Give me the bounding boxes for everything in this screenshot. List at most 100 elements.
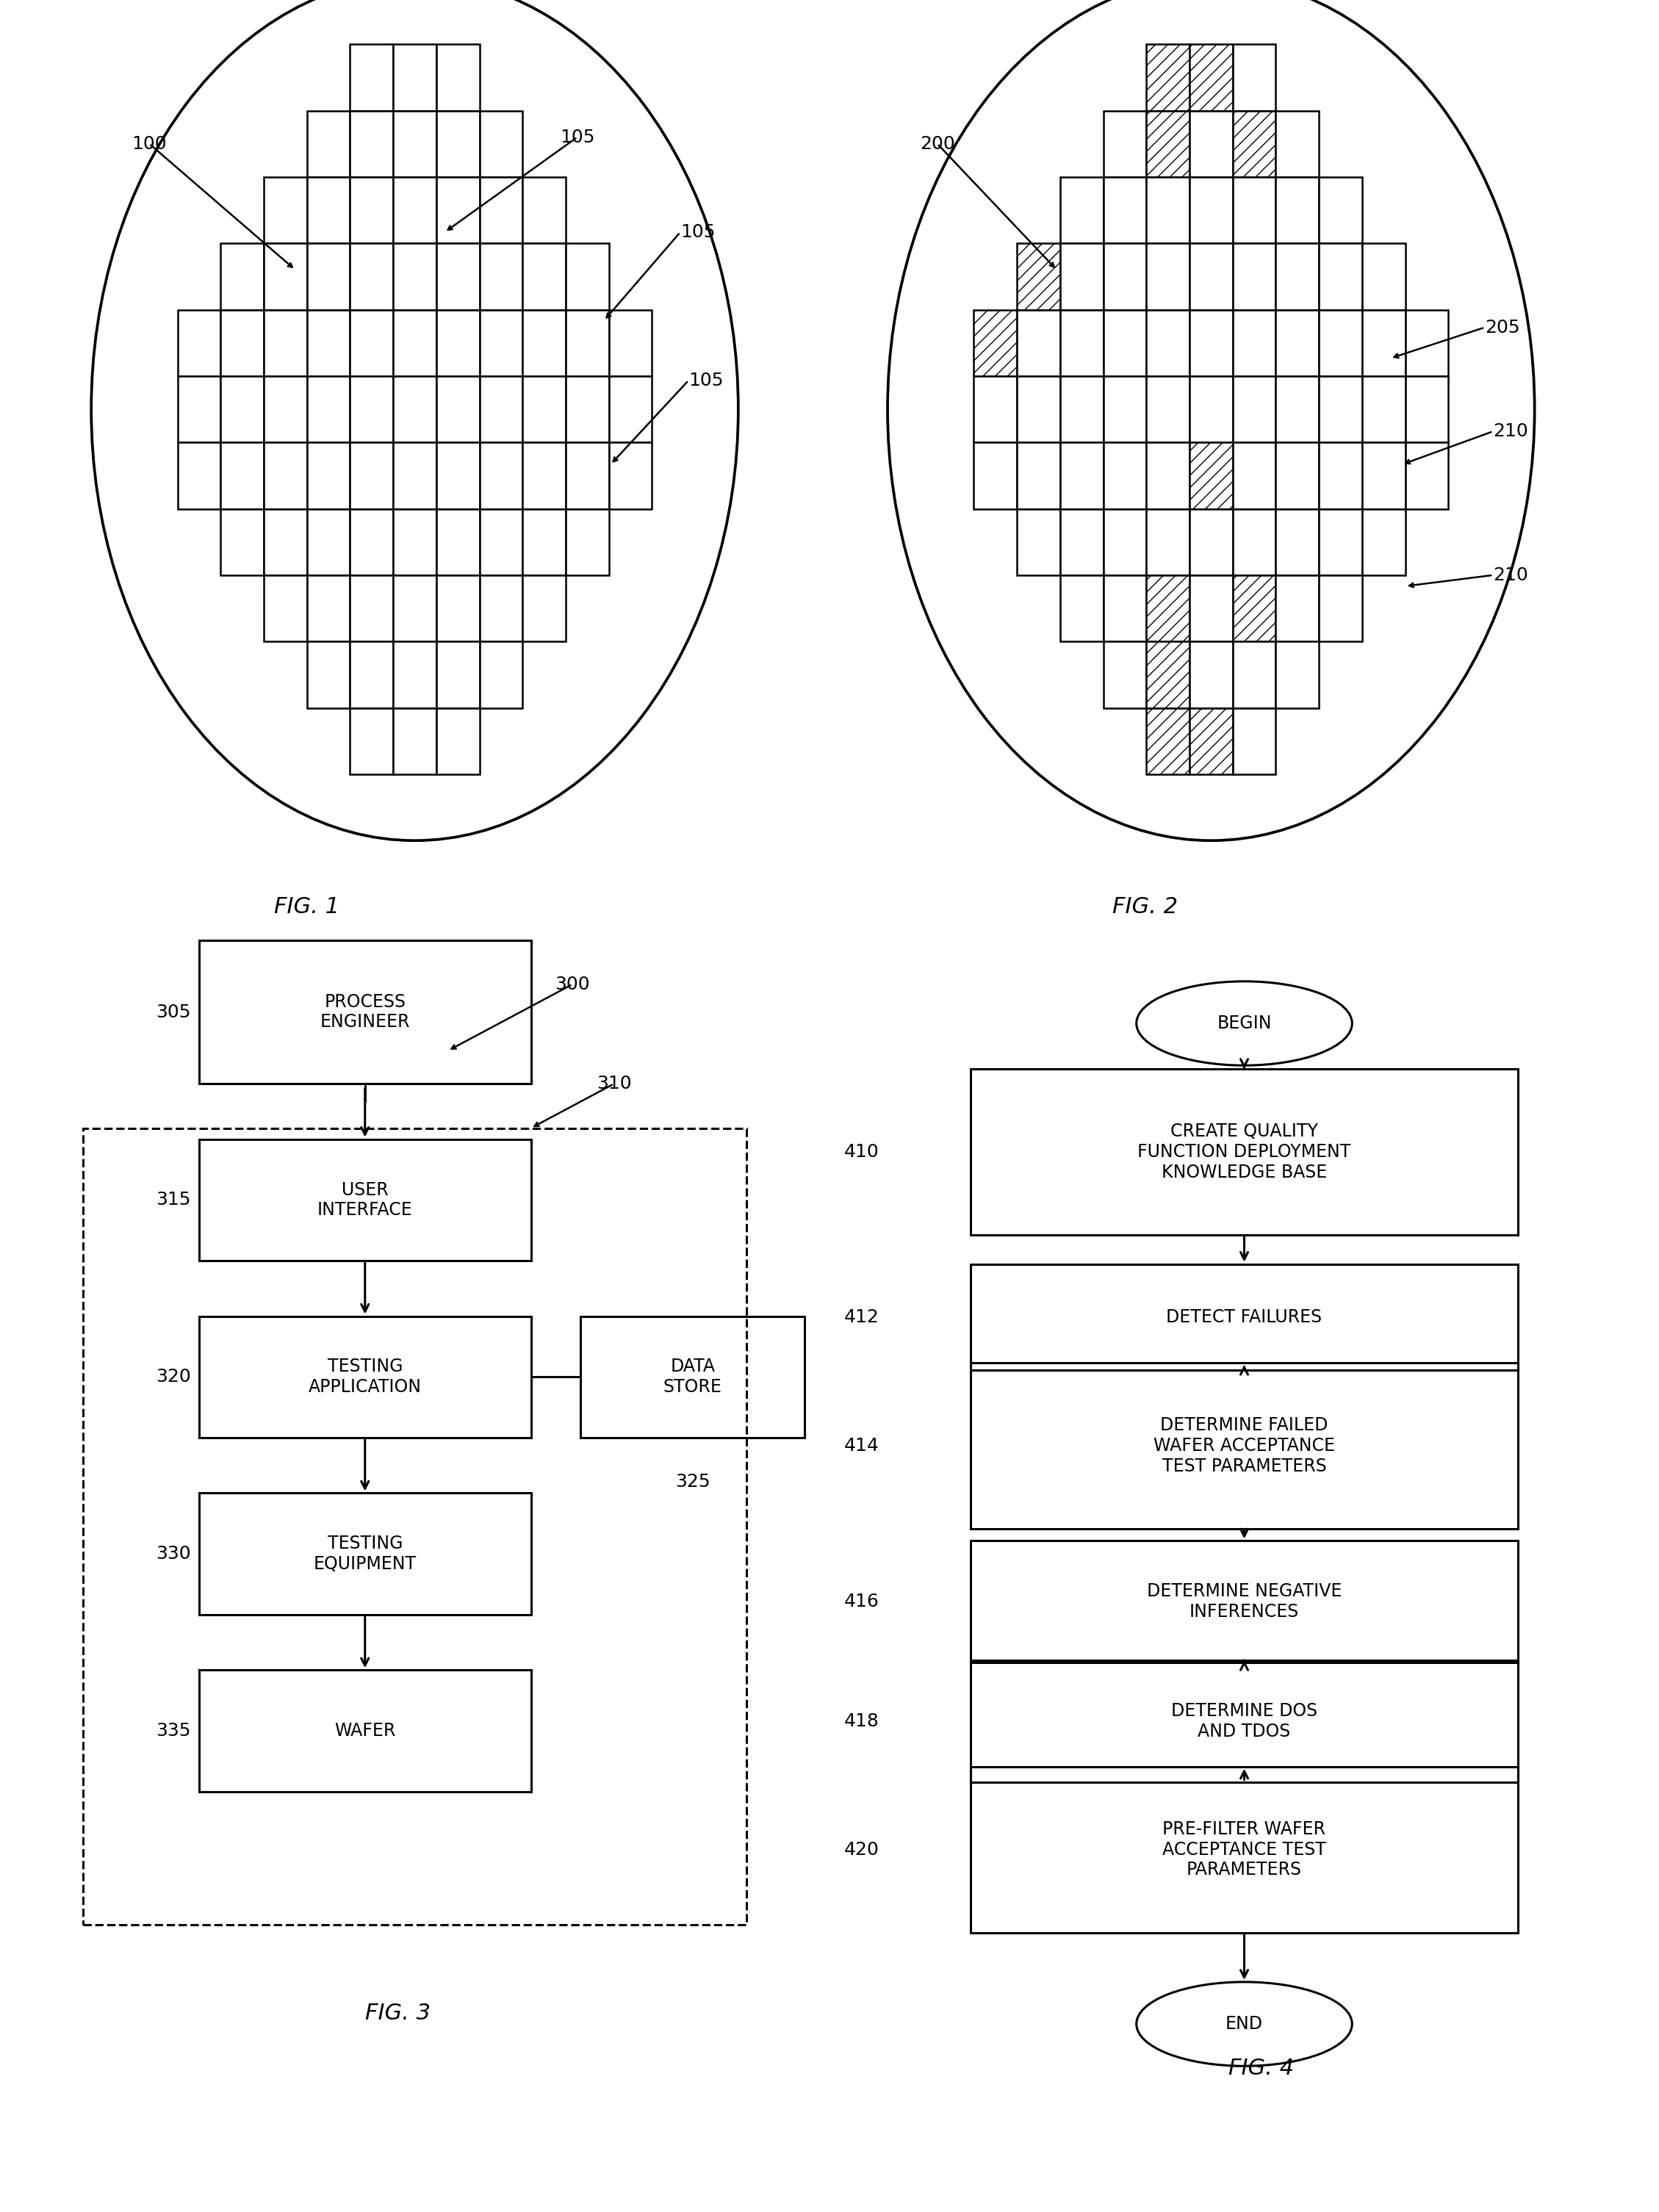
Text: 105: 105: [688, 372, 723, 389]
Text: TESTING
EQUIPMENT: TESTING EQUIPMENT: [314, 1535, 416, 1573]
Bar: [1146, 177, 1190, 243]
Bar: [350, 442, 393, 509]
Bar: [393, 243, 436, 310]
Bar: [264, 442, 307, 509]
Bar: [393, 177, 436, 243]
Bar: [178, 376, 221, 442]
Bar: [436, 243, 479, 310]
Bar: [1319, 177, 1362, 243]
Bar: [1276, 310, 1319, 376]
Bar: [1233, 243, 1276, 310]
Bar: [1362, 376, 1405, 442]
Text: BEGIN: BEGIN: [1218, 1015, 1271, 1033]
Bar: [264, 376, 307, 442]
Bar: [1233, 111, 1276, 177]
Bar: [1276, 177, 1319, 243]
Bar: [221, 310, 264, 376]
Bar: [1276, 442, 1319, 509]
Bar: [971, 1767, 1518, 1933]
Bar: [1146, 575, 1190, 641]
Bar: [199, 1493, 531, 1615]
Bar: [436, 111, 479, 177]
Bar: [350, 509, 393, 575]
Bar: [479, 177, 523, 243]
Bar: [307, 509, 350, 575]
Bar: [1017, 442, 1060, 509]
Bar: [393, 708, 436, 774]
Bar: [307, 376, 350, 442]
Bar: [1060, 310, 1103, 376]
Text: 200: 200: [919, 135, 956, 153]
Bar: [1276, 575, 1319, 641]
Bar: [609, 376, 652, 442]
Bar: [264, 509, 307, 575]
Bar: [350, 44, 393, 111]
Bar: [393, 111, 436, 177]
Text: FIG. 1: FIG. 1: [274, 896, 340, 918]
Bar: [1233, 575, 1276, 641]
Text: 100: 100: [131, 135, 168, 153]
Text: 210: 210: [1493, 422, 1528, 440]
Bar: [1190, 177, 1233, 243]
Bar: [307, 641, 350, 708]
Text: PRE-FILTER WAFER
ACCEPTANCE TEST
PARAMETERS: PRE-FILTER WAFER ACCEPTANCE TEST PARAMET…: [1163, 1820, 1326, 1878]
Text: USER
INTERFACE: USER INTERFACE: [317, 1181, 413, 1219]
Bar: [1276, 243, 1319, 310]
Bar: [479, 442, 523, 509]
Bar: [199, 1316, 531, 1438]
Bar: [1319, 376, 1362, 442]
Bar: [436, 44, 479, 111]
Bar: [436, 310, 479, 376]
Bar: [523, 509, 566, 575]
Bar: [1190, 310, 1233, 376]
Text: 416: 416: [844, 1593, 879, 1610]
Text: 320: 320: [156, 1369, 191, 1385]
Bar: [974, 442, 1017, 509]
Bar: [523, 376, 566, 442]
Bar: [566, 243, 609, 310]
Bar: [1103, 509, 1146, 575]
Text: WAFER: WAFER: [335, 1723, 395, 1739]
Text: 310: 310: [596, 1075, 632, 1093]
Bar: [1103, 243, 1146, 310]
Bar: [566, 310, 609, 376]
Bar: [1017, 509, 1060, 575]
Bar: [1060, 509, 1103, 575]
Bar: [971, 1263, 1518, 1369]
Bar: [307, 575, 350, 641]
Text: 105: 105: [559, 128, 596, 146]
Bar: [1190, 708, 1233, 774]
Bar: [1362, 442, 1405, 509]
Bar: [523, 442, 566, 509]
Bar: [1146, 509, 1190, 575]
Bar: [1017, 310, 1060, 376]
Bar: [1103, 310, 1146, 376]
Bar: [1276, 641, 1319, 708]
Bar: [350, 111, 393, 177]
Text: 210: 210: [1493, 566, 1528, 584]
Bar: [479, 310, 523, 376]
Bar: [581, 1316, 805, 1438]
Bar: [1060, 575, 1103, 641]
Bar: [307, 442, 350, 509]
Bar: [350, 177, 393, 243]
Bar: [479, 243, 523, 310]
Bar: [264, 243, 307, 310]
Bar: [971, 1542, 1518, 1663]
Bar: [974, 376, 1017, 442]
Bar: [350, 310, 393, 376]
Bar: [971, 1661, 1518, 1783]
Bar: [1103, 376, 1146, 442]
Bar: [566, 442, 609, 509]
Bar: [350, 641, 393, 708]
Bar: [1276, 376, 1319, 442]
Text: 414: 414: [844, 1438, 879, 1455]
Bar: [436, 509, 479, 575]
Bar: [1146, 243, 1190, 310]
Text: 315: 315: [156, 1192, 191, 1208]
Text: TESTING
APPLICATION: TESTING APPLICATION: [309, 1358, 421, 1396]
Bar: [199, 1139, 531, 1261]
Bar: [436, 641, 479, 708]
Bar: [1319, 310, 1362, 376]
Bar: [523, 310, 566, 376]
